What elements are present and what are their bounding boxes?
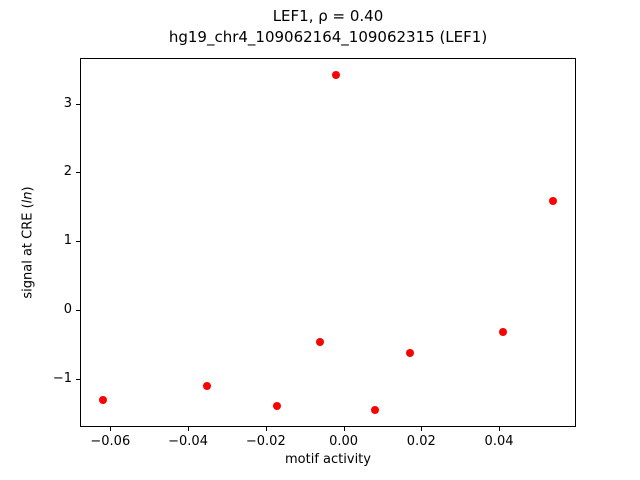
plot-area — [80, 58, 576, 427]
chart-title-line2: hg19_chr4_109062164_109062315 (LEF1) — [168, 28, 488, 46]
y-tick-mark — [76, 379, 80, 381]
scatter-point — [405, 349, 414, 358]
chart-title: LEF1, ρ = 0.40 hg19_chr4_109062164_10906… — [80, 6, 576, 48]
x-tick-label: 0.02 — [406, 434, 436, 449]
scatter-point — [98, 396, 107, 405]
y-axis-label: signal at CRE (ln) — [21, 163, 36, 323]
y-tick-label: −1 — [52, 371, 72, 387]
scatter-point — [498, 327, 507, 336]
x-tick-mark — [343, 427, 345, 431]
x-tick-label: −0.04 — [168, 434, 208, 449]
scatter-point — [549, 197, 558, 206]
y-tick-mark — [76, 310, 80, 312]
scatter-point — [203, 382, 212, 391]
x-tick-mark — [110, 427, 112, 431]
x-tick-mark — [188, 427, 190, 431]
y-tick-mark — [76, 172, 80, 174]
y-tick-label: 1 — [63, 233, 72, 249]
x-tick-mark — [265, 427, 267, 431]
x-tick-label: −0.02 — [245, 434, 286, 449]
y-axis-label-prefix: signal at CRE ( — [20, 203, 36, 299]
chart-title-line1: LEF1, ρ = 0.40 — [272, 7, 384, 25]
x-axis-label: motif activity — [285, 452, 371, 467]
x-tick-label: 0.04 — [484, 434, 514, 449]
y-tick-label: 0 — [63, 302, 72, 318]
scatter-point — [331, 70, 340, 79]
y-tick-label: 2 — [63, 164, 72, 180]
x-tick-mark — [421, 427, 423, 431]
x-tick-mark — [499, 427, 501, 431]
y-axis-label-suffix: ) — [20, 186, 36, 192]
scatter-point — [273, 402, 282, 411]
y-axis-label-italic: ln — [20, 191, 36, 204]
scatter-point — [370, 406, 379, 415]
x-tick-label: 0.00 — [329, 434, 359, 449]
y-tick-mark — [76, 241, 80, 243]
x-tick-label: −0.06 — [90, 434, 131, 449]
y-tick-label: 3 — [63, 95, 72, 111]
scatter-point — [316, 338, 325, 347]
y-tick-mark — [76, 103, 80, 105]
